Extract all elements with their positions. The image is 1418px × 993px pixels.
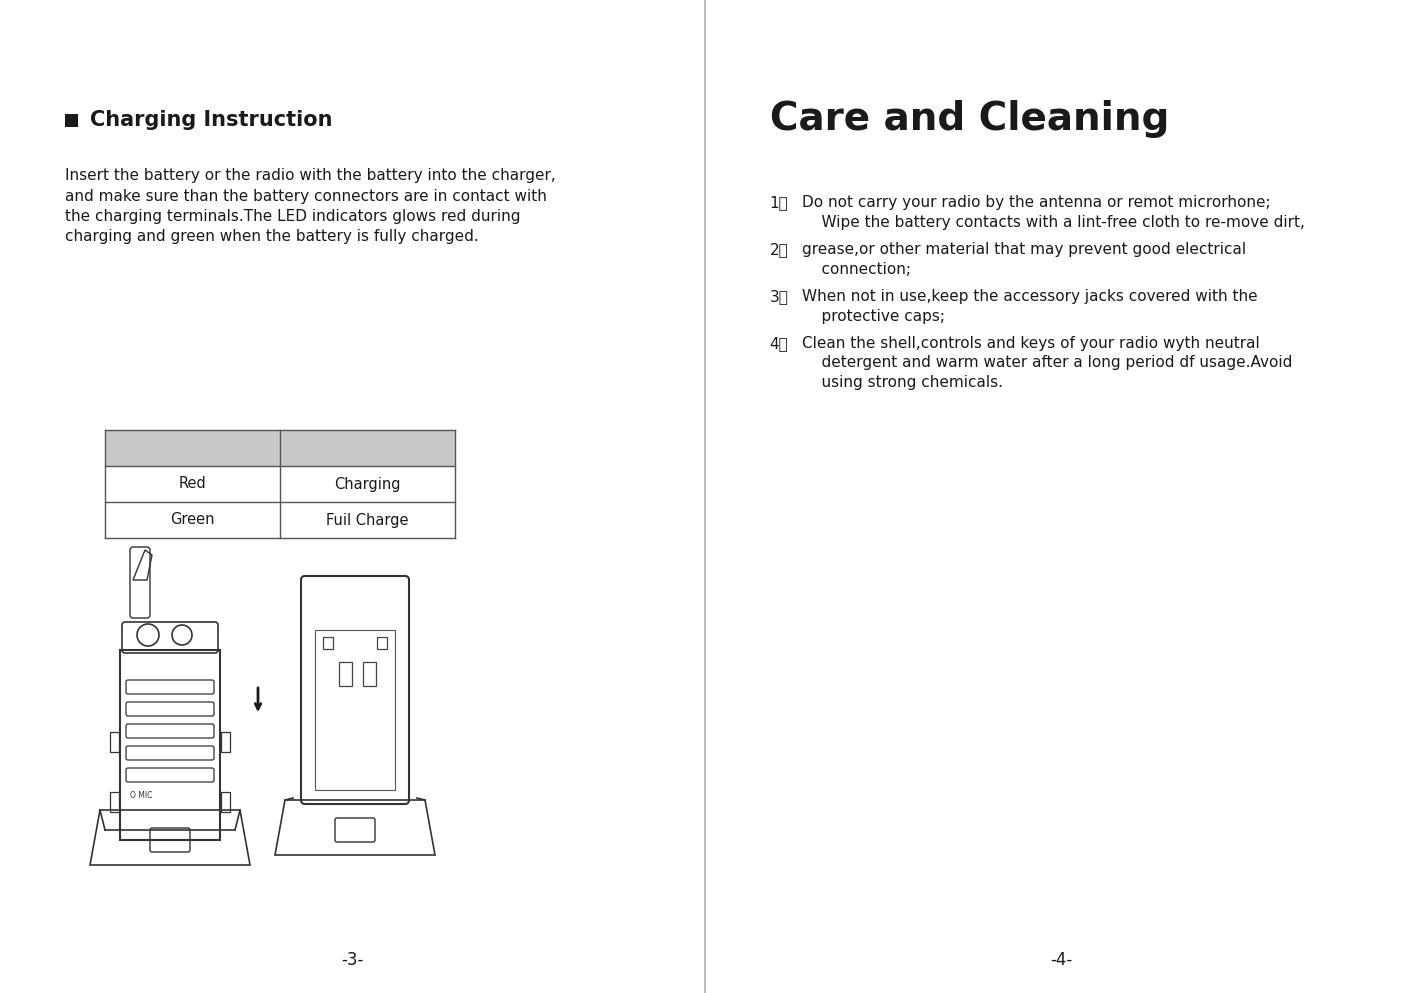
Text: LED INDICATOR: LED INDICATOR [139, 441, 247, 455]
Text: CHARGING STATUS: CHARGING STATUS [302, 441, 432, 455]
Text: charging and green when the battery is fully charged.: charging and green when the battery is f… [65, 229, 479, 244]
Bar [121, 650, 220, 840]
Text: the charging terminals.The LED indicators glows red during: the charging terminals.The LED indicator… [65, 209, 520, 224]
Bar [339, 662, 352, 686]
Bar [105, 430, 455, 466]
Text: -4-: -4- [1051, 951, 1072, 969]
Text: Green: Green [170, 512, 214, 527]
Text: Do not carry your radio by the antenna or remot microrhone;: Do not carry your radio by the antenna o… [801, 195, 1271, 210]
Bar [111, 732, 119, 752]
Bar [221, 792, 230, 812]
Bar [377, 637, 387, 649]
Text: grease,or other material that may prevent good electrical: grease,or other material that may preven… [801, 242, 1246, 257]
Text: Clean the shell,controls and keys of your radio wyth neutral: Clean the shell,controls and keys of you… [801, 336, 1259, 351]
Text: -3-: -3- [342, 951, 363, 969]
Bar [221, 732, 230, 752]
Text: and make sure than the battery connectors are in contact with: and make sure than the battery connector… [65, 189, 547, 204]
Text: 2、: 2、 [770, 242, 788, 257]
Text: Red: Red [179, 477, 207, 492]
Bar [363, 662, 376, 686]
Text: Insert the battery or the radio with the battery into the charger,: Insert the battery or the radio with the… [65, 168, 556, 183]
Text: O MIC: O MIC [130, 790, 152, 799]
Bar [111, 792, 119, 812]
Text: Wipe the battery contacts with a lint-free cloth to re-move dirt,: Wipe the battery contacts with a lint-fr… [801, 214, 1305, 229]
Text: 4、: 4、 [770, 336, 788, 351]
Text: Fuil Charge: Fuil Charge [326, 512, 408, 527]
Text: 3、: 3、 [770, 289, 788, 304]
Bar [315, 630, 396, 790]
Text: Care and Cleaning: Care and Cleaning [770, 100, 1168, 138]
Text: protective caps;: protective caps; [801, 309, 944, 324]
Text: When not in use,keep the accessory jacks covered with the: When not in use,keep the accessory jacks… [801, 289, 1258, 304]
Text: Charging Instruction: Charging Instruction [89, 110, 332, 130]
Text: connection;: connection; [801, 261, 910, 276]
Text: using strong chemicals.: using strong chemicals. [801, 375, 1003, 390]
Text: Charging: Charging [335, 477, 401, 492]
Text: 1、: 1、 [770, 195, 788, 210]
Bar [65, 114, 78, 127]
Text: detergent and warm water after a long period df usage.Avoid: detergent and warm water after a long pe… [801, 355, 1292, 370]
Bar [323, 637, 333, 649]
